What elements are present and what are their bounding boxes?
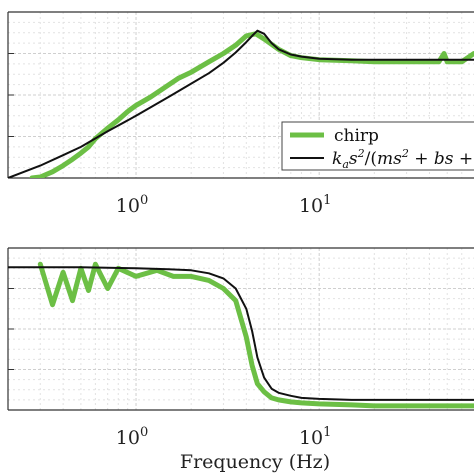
- mag-x-tick-label: 101: [299, 193, 331, 217]
- legend-box: [281, 121, 474, 171]
- mag-x-tick-label: 100: [116, 193, 148, 217]
- legend-model-label: kas2/(ms2 + bs +: [332, 147, 473, 171]
- phase-model-series-line: [8, 266, 474, 401]
- legend-chirp-label: chirp: [334, 126, 379, 146]
- phase-x-tick-label: 100: [116, 425, 148, 449]
- phase-panel: 100 101: [7, 247, 474, 449]
- x-axis-label: Frequency (Hz): [180, 451, 330, 473]
- phase-plot-area: [8, 261, 474, 409]
- phase-chirp-series-line: [37, 261, 474, 409]
- mag-grid: [8, 12, 474, 178]
- mag-chirp-series-line: [29, 31, 474, 178]
- mag-model-series-line: [8, 29, 474, 178]
- mag-plot-area: [8, 29, 474, 178]
- phase-x-tick-label: 101: [299, 425, 331, 449]
